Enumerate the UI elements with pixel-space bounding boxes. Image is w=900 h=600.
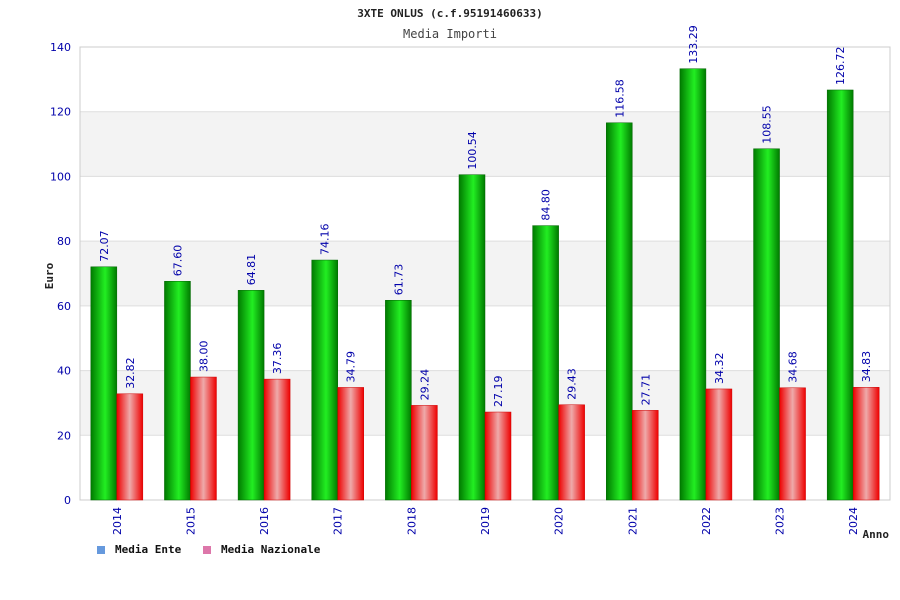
bar-media-ente [679,68,707,501]
data-label-nazionale: 29.24 [418,369,431,401]
data-label-ente: 74.16 [319,224,332,256]
y-tick-label: 80 [57,235,71,248]
data-label-ente: 72.07 [98,230,111,262]
data-label-nazionale: 34.68 [787,351,800,383]
data-label-nazionale: 34.32 [713,352,726,384]
legend-label-nazionale: Media Nazionale [221,543,321,556]
data-label-nazionale: 37.36 [271,343,284,375]
data-label-nazionale: 38.00 [197,341,210,373]
bar-media-nazionale [558,404,585,501]
bar-group-2020: 84.80 29.43 [532,189,585,501]
bar-group-2018: 61.73 29.24 [385,264,438,501]
legend: Media Ente Media Nazionale [97,543,321,556]
x-tick-label: 2020 [553,507,566,535]
x-tick-label: 2024 [847,507,860,535]
legend-label-ente: Media Ente [115,543,182,556]
data-label-nazionale: 34.79 [345,351,358,383]
data-label-ente: 126.72 [834,46,847,85]
x-tick-label: 2017 [332,507,345,535]
x-tick-label: 2016 [258,507,271,535]
bar-media-nazionale [337,387,364,501]
bar-media-ente [753,148,780,501]
bar-media-ente [826,89,854,501]
bar-media-nazionale [705,388,733,501]
bar-media-nazionale [484,411,512,501]
y-tick-label: 20 [57,429,71,442]
data-label-ente: 100.54 [466,131,479,170]
bar-groups: 72.07 32.82 67.60 38.00 64.81 37.36 74.16 34.79… [90,25,880,501]
data-label-ente: 108.55 [761,105,774,144]
bar-media-nazionale [852,387,880,501]
x-tick-label: 2019 [479,507,492,535]
data-label-nazionale: 27.19 [492,376,505,408]
data-label-ente: 116.58 [613,79,626,118]
data-label-ente: 84.80 [540,189,553,221]
bar-group-2021: 116.58 27.71 [606,79,659,501]
bar-group-2014: 72.07 32.82 [90,230,144,501]
bar-media-ente [90,266,118,501]
x-tick-label: 2018 [405,507,418,535]
y-tick-label: 0 [64,494,71,507]
bar-media-nazionale [263,378,291,501]
x-tick-label: 2023 [774,507,787,535]
y-axis-label: Euro [43,262,56,289]
data-label-nazionale: 29.43 [566,368,579,400]
bar-media-nazionale [411,405,438,501]
y-axis-ticks: 0 20 40 60 80 100 120 140 [50,41,71,507]
bar-media-ente [606,122,633,501]
bar-media-nazionale [779,387,806,501]
data-label-ente: 133.29 [687,25,700,64]
chart-subtitle: Media Importi [403,27,497,41]
bar-media-ente [311,259,338,501]
x-axis-ticks: 2014 2015 2016 2017 2018 2019 2020 2021 2022 2023… [111,507,860,535]
x-axis-label: Anno [863,528,890,541]
x-tick-label: 2014 [111,507,124,535]
x-tick-label: 2021 [626,507,639,535]
data-label-nazionale: 34.83 [860,351,873,383]
bar-media-ente [458,174,486,501]
bar-group-2015: 67.60 38.00 [164,245,217,501]
bar-group-2022: 133.29 34.32 [679,25,733,501]
bar-group-2023: 108.55 34.68 [753,105,806,501]
data-label-nazionale: 32.82 [124,357,137,389]
legend-swatch-ente [97,546,105,554]
bar-media-ente [532,225,559,501]
y-tick-label: 60 [57,300,71,313]
bar-group-2016: 64.81 37.36 [237,254,291,501]
bar-group-2024: 126.72 34.83 [826,46,880,501]
chart-title: 3XTE ONLUS (c.f.95191460633) [357,7,542,20]
bar-media-ente [385,300,412,501]
bar-group-2017: 74.16 34.79 [311,224,364,501]
data-label-ente: 67.60 [171,245,184,277]
bar-media-ente [237,290,265,501]
x-tick-label: 2015 [184,507,197,535]
bar-media-nazionale [632,410,659,501]
bar-media-nazionale [190,376,217,501]
bar-media-nazionale [116,393,144,501]
legend-swatch-nazionale [203,546,211,554]
bar-group-2019: 100.54 27.19 [458,131,512,501]
y-tick-label: 120 [50,106,71,119]
y-tick-label: 40 [57,365,71,378]
y-tick-label: 100 [50,170,71,183]
y-tick-label: 140 [50,41,71,54]
data-label-ente: 64.81 [245,254,258,286]
data-label-nazionale: 27.71 [639,374,652,406]
data-label-ente: 61.73 [392,264,405,296]
bar-media-ente [164,281,191,501]
x-tick-label: 2022 [700,507,713,535]
